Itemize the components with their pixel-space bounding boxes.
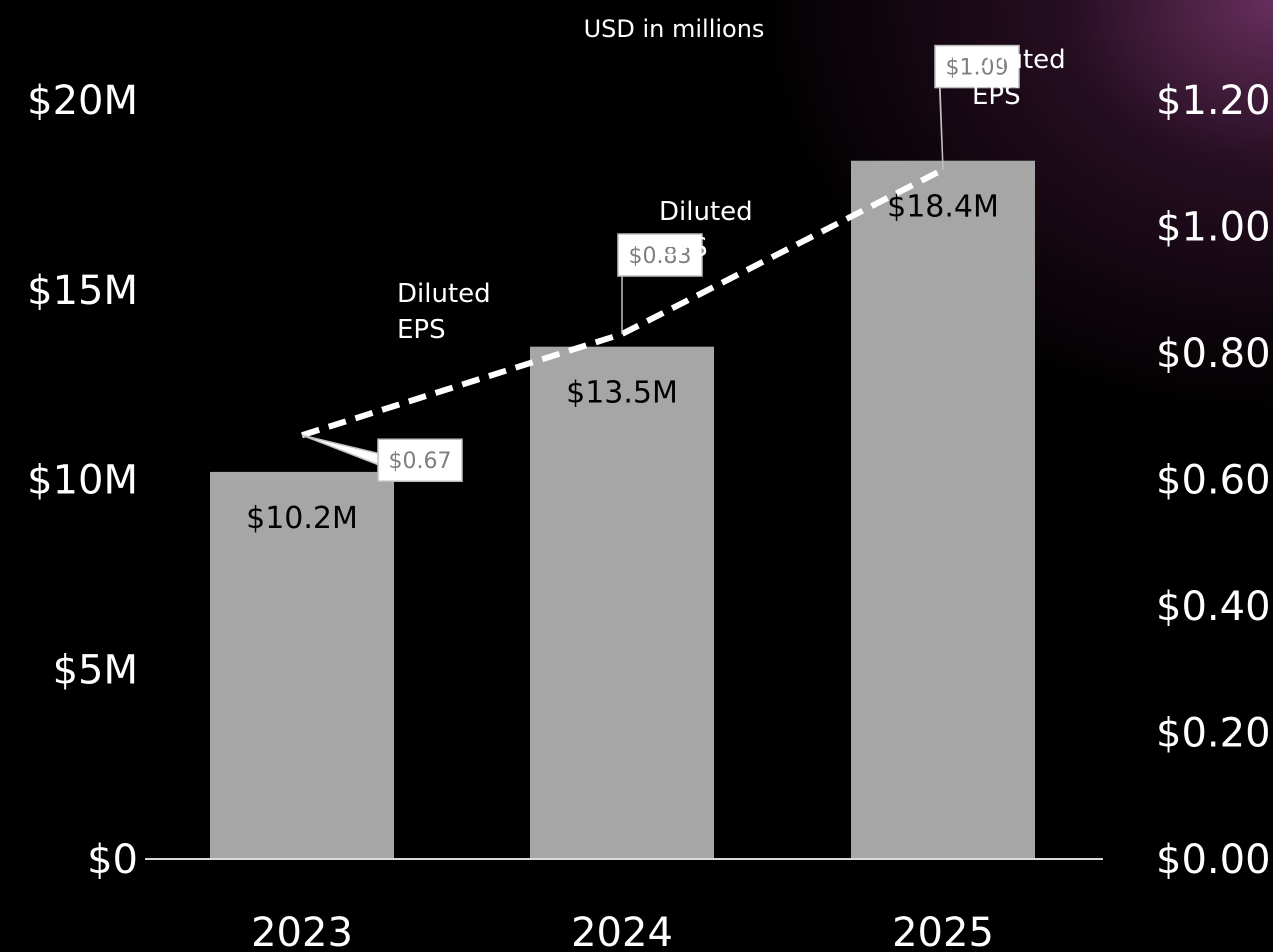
series-label-line: Diluted (659, 197, 753, 227)
right-axis-tick-label: $1.20 (1156, 78, 1271, 124)
right-axis-tick-label: $0.60 (1156, 458, 1271, 504)
series-label-line: Diluted (972, 45, 1066, 75)
series-label-line: Diluted (397, 279, 491, 309)
chart-subtitle: USD in millions (584, 15, 765, 43)
x-axis-tick-label: 2023 (251, 910, 353, 952)
series-label-line: EPS (972, 81, 1021, 111)
bar-data-label: $10.2M (246, 501, 358, 536)
eps-callout-box (617, 233, 703, 277)
bar-2025 (851, 160, 1035, 860)
eps-line (301, 166, 945, 439)
right-axis-tick-label: $1.00 (1156, 205, 1271, 251)
bar-data-label: $18.4M (887, 190, 999, 225)
eps-callout-box (377, 438, 463, 482)
left-axis-tick-label: $5M (53, 647, 138, 693)
bar-2024 (530, 346, 714, 859)
right-axis-tick-label: $0.00 (1156, 837, 1271, 883)
left-axis-tick-label: $15M (27, 268, 138, 314)
left-axis-tick-label: $0 (87, 837, 138, 883)
right-axis-tick-label: $0.40 (1156, 584, 1271, 630)
left-axis-tick-label: $20M (27, 78, 138, 124)
left-axis-tick-label: $10M (27, 458, 138, 504)
eps-data-label: $0.67 (389, 449, 452, 474)
bar-2023 (210, 471, 394, 859)
right-axis-tick-label: $0.80 (1156, 331, 1271, 377)
eps-callout-pointer (301, 434, 383, 468)
x-axis-tick-label: 2024 (571, 910, 673, 952)
series-label-line: EPS (659, 233, 708, 263)
right-axis-tick-label: $0.20 (1156, 711, 1271, 757)
eps-callout-box (934, 44, 1020, 89)
series-label: Diluted EPS (972, 45, 1066, 111)
series-label-line: EPS (397, 315, 446, 345)
x-axis-tick-label: 2025 (892, 910, 994, 952)
bar-data-label: $13.5M (566, 376, 678, 411)
series-label: Diluted EPS (397, 279, 491, 345)
eps-data-label: $1.09 (946, 56, 1009, 81)
series-label: Diluted EPS (659, 197, 753, 263)
eps-data-label: $0.83 (629, 244, 692, 269)
